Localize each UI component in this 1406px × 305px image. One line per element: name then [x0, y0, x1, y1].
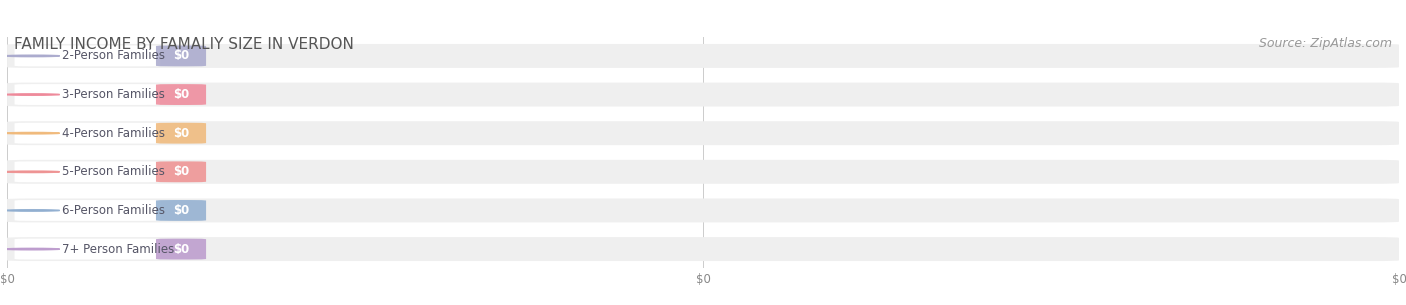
Circle shape — [4, 171, 59, 173]
FancyBboxPatch shape — [14, 84, 160, 105]
FancyBboxPatch shape — [14, 45, 160, 66]
Text: $0: $0 — [173, 49, 190, 63]
Text: 5-Person Families: 5-Person Families — [62, 165, 165, 178]
FancyBboxPatch shape — [156, 45, 207, 66]
FancyBboxPatch shape — [14, 161, 160, 182]
Text: $0: $0 — [173, 242, 190, 256]
FancyBboxPatch shape — [7, 237, 1399, 261]
Text: 3-Person Families: 3-Person Families — [62, 88, 165, 101]
Text: 7+ Person Families: 7+ Person Families — [62, 242, 174, 256]
Text: 4-Person Families: 4-Person Families — [62, 127, 165, 140]
FancyBboxPatch shape — [156, 84, 207, 105]
Circle shape — [4, 248, 59, 250]
FancyBboxPatch shape — [7, 44, 1399, 68]
FancyBboxPatch shape — [14, 239, 160, 260]
FancyBboxPatch shape — [7, 83, 1399, 106]
Circle shape — [4, 55, 59, 57]
Text: FAMILY INCOME BY FAMALIY SIZE IN VERDON: FAMILY INCOME BY FAMALIY SIZE IN VERDON — [14, 37, 354, 52]
FancyBboxPatch shape — [7, 199, 1399, 222]
Text: Source: ZipAtlas.com: Source: ZipAtlas.com — [1258, 37, 1392, 50]
FancyBboxPatch shape — [14, 200, 160, 221]
Text: 2-Person Families: 2-Person Families — [62, 49, 165, 63]
Text: $0: $0 — [173, 127, 190, 140]
FancyBboxPatch shape — [156, 123, 207, 144]
FancyBboxPatch shape — [156, 161, 207, 182]
FancyBboxPatch shape — [7, 121, 1399, 145]
Circle shape — [4, 94, 59, 95]
FancyBboxPatch shape — [156, 239, 207, 260]
FancyBboxPatch shape — [156, 200, 207, 221]
Text: $0: $0 — [173, 204, 190, 217]
Circle shape — [4, 132, 59, 134]
FancyBboxPatch shape — [14, 123, 160, 144]
Text: 6-Person Families: 6-Person Families — [62, 204, 165, 217]
Text: $0: $0 — [173, 165, 190, 178]
Circle shape — [4, 210, 59, 211]
Text: $0: $0 — [173, 88, 190, 101]
FancyBboxPatch shape — [7, 160, 1399, 184]
